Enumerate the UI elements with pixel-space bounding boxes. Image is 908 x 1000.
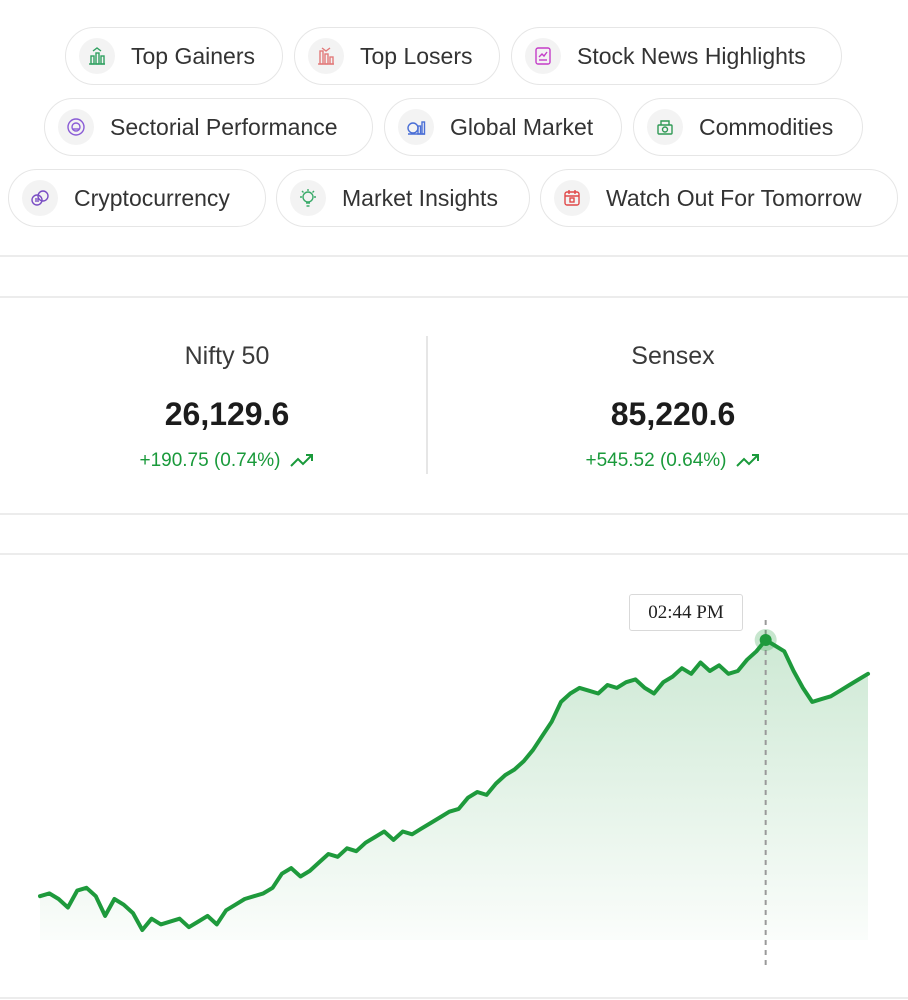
index-change-text: +190.75 (0.74%)	[139, 450, 281, 471]
chart-line	[38, 638, 870, 932]
index-name: Nifty 50	[184, 342, 270, 370]
chart-area-fill	[40, 640, 868, 940]
divider	[0, 513, 908, 515]
hover-point	[759, 634, 772, 646]
index-name: Sensex	[631, 342, 715, 370]
trend-up-icon	[735, 454, 759, 467]
top-losers-icon	[308, 38, 344, 74]
chip-label: Watch Out For Tomorrow	[606, 184, 862, 211]
chip-label: Top Losers	[360, 42, 473, 69]
insights-icon	[290, 180, 326, 216]
chip-top-losers[interactable]: Top Losers	[294, 27, 500, 85]
index-value: 26,129.6	[164, 396, 290, 432]
chip-commodities[interactable]: Commodities	[633, 98, 863, 156]
index-card-sensex[interactable]: Sensex 85,220.6 +545.52 (0.64%)	[446, 300, 900, 510]
chip-label: Commodities	[699, 113, 834, 140]
divider	[0, 296, 908, 298]
index-value: 85,220.6	[610, 396, 736, 432]
chip-label: Stock News Highlights	[577, 42, 806, 69]
divider	[0, 553, 908, 555]
index-change: +545.52 (0.64%)	[446, 450, 900, 472]
chip-label: Market Insights	[342, 184, 498, 211]
chip-label: Global Market	[450, 113, 594, 140]
vertical-divider	[426, 336, 428, 474]
chip-watch-out-for-tomorrow[interactable]: Watch Out For Tomorrow	[540, 169, 898, 227]
quick-links: Top Gainers Top Losers Stock News Highli…	[0, 0, 908, 240]
trend-up-icon	[289, 454, 313, 467]
divider	[0, 997, 908, 999]
crypto-icon	[22, 180, 58, 216]
index-card-nifty[interactable]: Nifty 50 26,129.6 +190.75 (0.74%)	[0, 300, 454, 510]
intraday-chart[interactable]	[0, 560, 908, 1000]
top-gainers-icon	[79, 38, 115, 74]
chip-cryptocurrency[interactable]: Cryptocurrency	[8, 169, 266, 227]
chip-sectorial-performance[interactable]: Sectorial Performance	[44, 98, 373, 156]
chart-tooltip: 02:44 PM	[629, 594, 743, 631]
commodities-icon	[647, 109, 683, 145]
globe-chart-icon	[398, 109, 434, 145]
chip-label: Sectorial Performance	[110, 113, 338, 140]
chip-stock-news[interactable]: Stock News Highlights	[511, 27, 842, 85]
chip-label: Top Gainers	[131, 42, 256, 69]
index-change-text: +545.52 (0.64%)	[585, 450, 727, 471]
news-icon	[525, 38, 561, 74]
index-change: +190.75 (0.74%)	[0, 450, 454, 472]
pie-icon	[58, 109, 94, 145]
chip-label: Cryptocurrency	[74, 184, 230, 211]
calendar-icon	[554, 180, 590, 216]
chip-market-insights[interactable]: Market Insights	[276, 169, 530, 227]
chip-top-gainers[interactable]: Top Gainers	[65, 27, 283, 85]
chip-global-market[interactable]: Global Market	[384, 98, 622, 156]
divider	[0, 255, 908, 257]
